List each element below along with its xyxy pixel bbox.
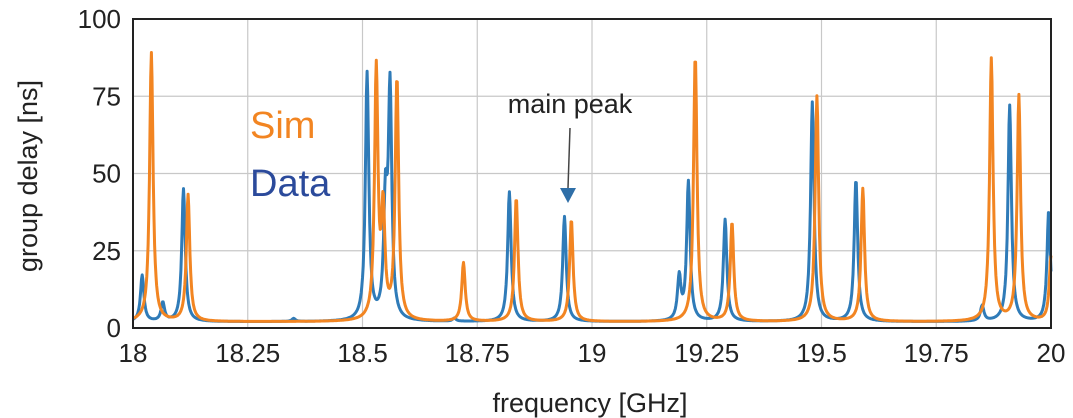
annotation-arrowhead (560, 188, 576, 203)
legend-sim: Sim (250, 105, 315, 147)
x-tick-label: 18 (119, 338, 148, 368)
y-tick-label: 25 (92, 236, 121, 266)
y-tick-label: 100 (78, 4, 121, 34)
tick-labels: 18 18.25 18.5 18.75 19 19.25 19.5 19.75 20 0 25 50 7… (78, 4, 1066, 368)
series-line-sim (132, 51, 1053, 323)
series-layer (132, 51, 1053, 323)
x-tick-label: 19.75 (904, 338, 969, 368)
x-axis-label: frequency [GHz] (492, 388, 687, 418)
annotation-main-peak: main peak (508, 89, 633, 119)
x-tick-label: 18.25 (215, 338, 280, 368)
x-tick-label: 19 (578, 338, 607, 368)
y-tick-label: 0 (107, 313, 121, 343)
x-tick-label: 18.5 (337, 338, 388, 368)
x-tick-label: 20 (1037, 338, 1066, 368)
legend-data: Data (250, 163, 331, 205)
x-tick-label: 18.75 (445, 338, 510, 368)
plot-frame (132, 18, 1052, 329)
y-axis-label: group delay [ns] (13, 80, 43, 272)
y-tick-label: 50 (92, 159, 121, 189)
annotation-arrow-line (567, 127, 571, 189)
x-tick-label: 19.5 (796, 338, 847, 368)
grid (133, 19, 1051, 328)
y-tick-label: 75 (92, 81, 121, 111)
x-tick-label: 19.25 (674, 338, 739, 368)
